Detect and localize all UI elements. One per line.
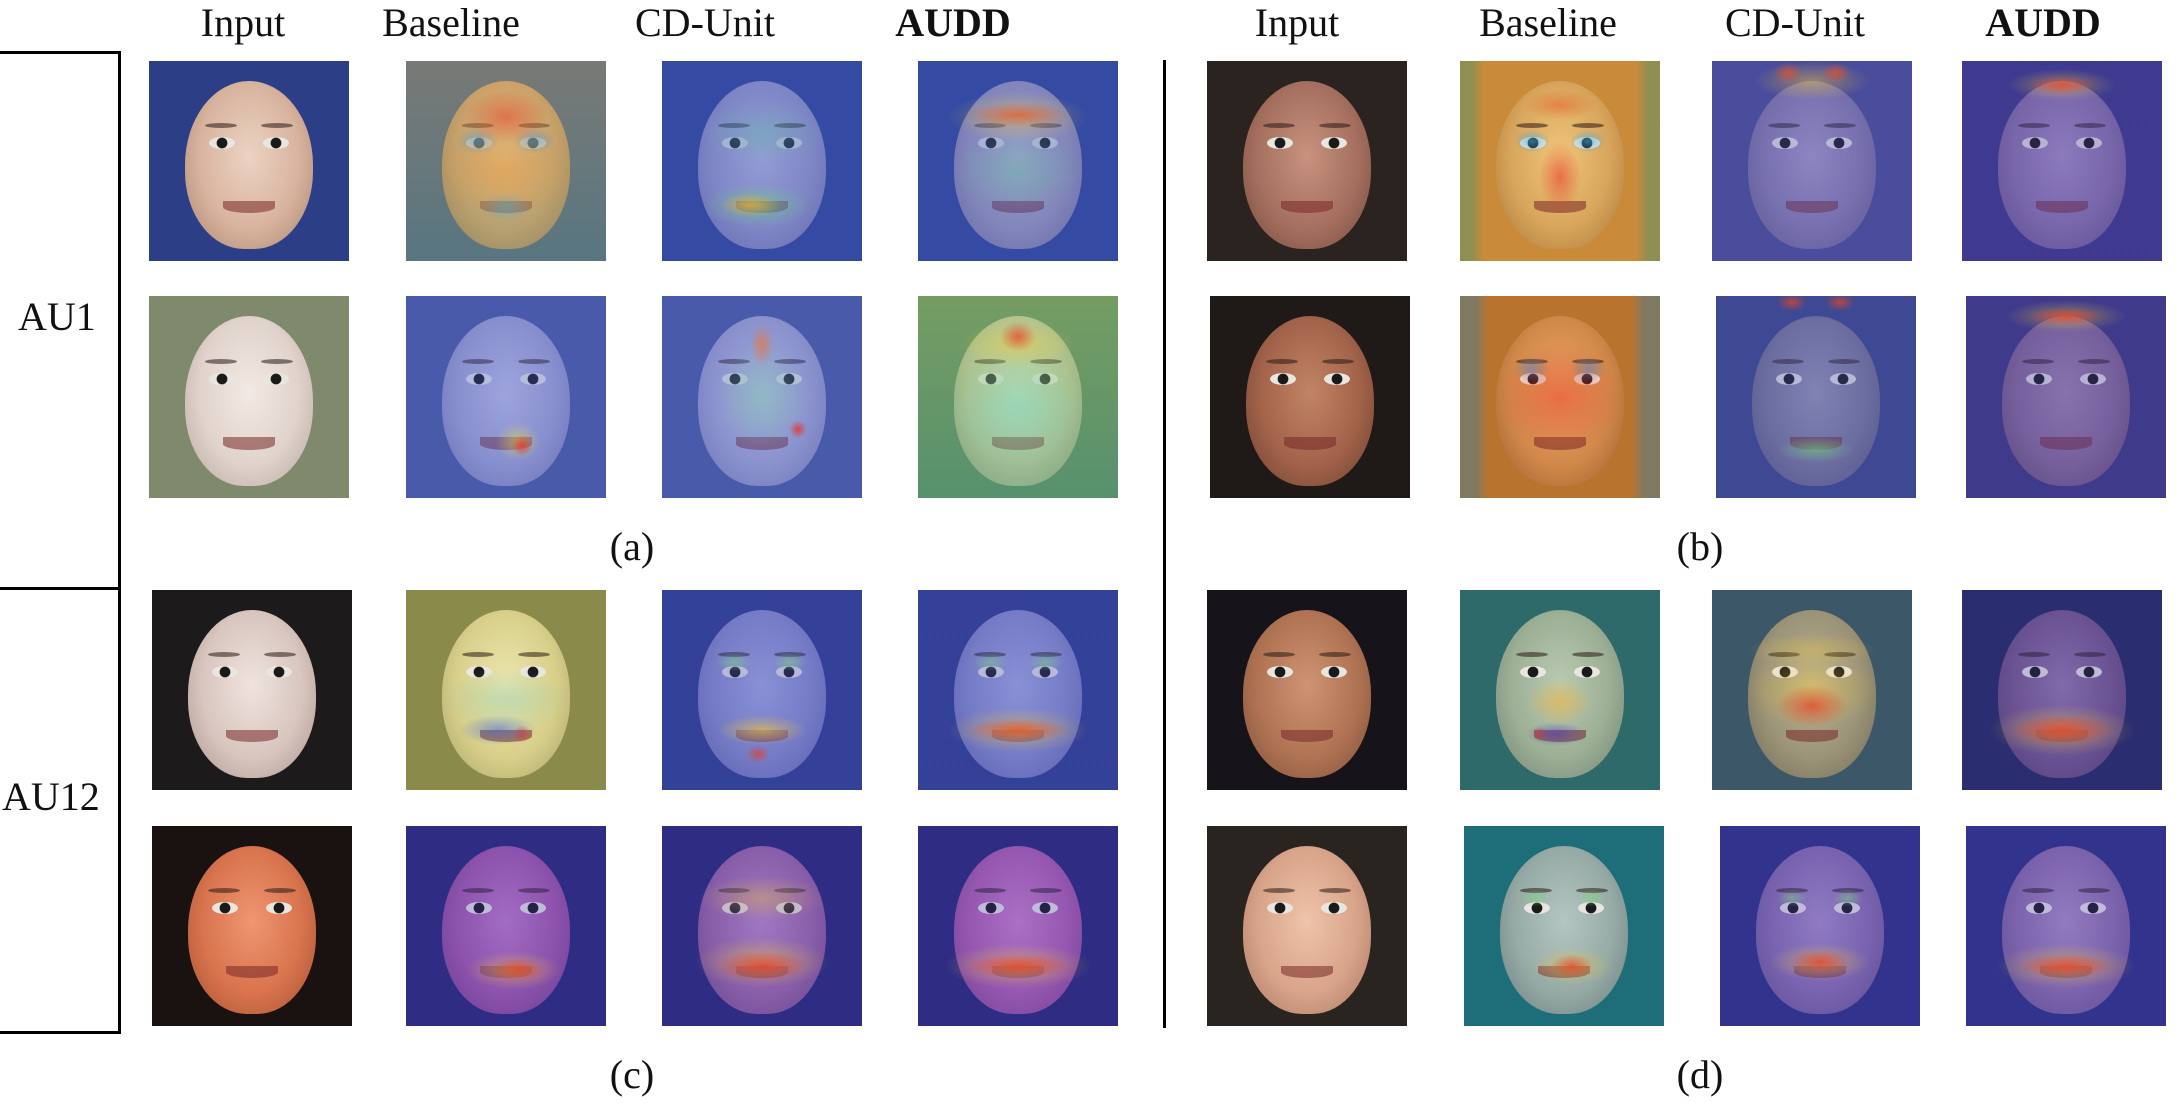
panel-caption-c: (c) [609,1052,655,1097]
face-image-c2-baseline [406,826,606,1026]
panel-caption-a: (a) [609,524,655,569]
face-image-d2-audd [1966,826,2166,1026]
face-image-d1-cd-unit [1712,590,1912,790]
face-image-a2-baseline [406,296,606,498]
face-image-b1-input [1207,61,1407,261]
face-image-c1-cd-unit [662,590,862,790]
face-image-b1-cd-unit [1712,61,1912,261]
col-header-right-cd-unit: CD-Unit [1725,0,1865,45]
face-image-a1-cd-unit [662,61,862,261]
col-header-right-input: Input [1254,0,1340,45]
bracket-vertical-au12 [118,587,121,1033]
face-image-d2-input [1207,826,1407,1026]
panel-caption-b: (b) [1676,524,1724,569]
face-image-c2-cd-unit [662,826,862,1026]
row-label-au1: AU1 [18,294,96,339]
face-image-c2-input [152,826,352,1026]
face-image-c1-audd [918,590,1118,790]
bracket-top-line [0,51,121,54]
col-header-right-audd: AUDD [1985,0,2101,45]
face-image-b2-audd [1966,296,2166,498]
col-header-right-baseline: Baseline [1479,0,1617,45]
panel-divider [1163,60,1166,1028]
face-image-a2-cd-unit [662,296,862,498]
face-image-a2-input [149,296,349,498]
face-image-c1-input [152,590,352,790]
face-image-b2-cd-unit [1716,296,1916,498]
face-image-b2-input [1210,296,1410,498]
face-image-a1-audd [918,61,1118,261]
bracket-vertical-au1 [118,51,121,589]
panel-caption-d: (d) [1676,1052,1724,1097]
face-image-d2-cd-unit [1720,826,1920,1026]
face-image-b1-audd [1962,61,2162,261]
bracket-bottom-line [0,1031,121,1034]
col-header-left-cd-unit: CD-Unit [635,0,775,45]
face-image-d2-baseline [1464,826,1664,1026]
face-image-a2-audd [918,296,1118,498]
face-image-c1-baseline [406,590,606,790]
col-header-left-input: Input [200,0,286,45]
face-image-d1-input [1207,590,1407,790]
col-header-left-audd: AUDD [895,0,1011,45]
face-image-c2-audd [918,826,1118,1026]
face-image-b1-baseline [1460,61,1660,261]
face-image-a1-baseline [406,61,606,261]
face-image-b2-baseline [1460,296,1660,498]
col-header-left-baseline: Baseline [382,0,520,45]
face-image-a1-input [149,61,349,261]
bracket-middle-line [0,587,121,590]
face-image-d1-audd [1962,590,2162,790]
face-image-d1-baseline [1460,590,1660,790]
row-label-au12: AU12 [2,774,100,819]
